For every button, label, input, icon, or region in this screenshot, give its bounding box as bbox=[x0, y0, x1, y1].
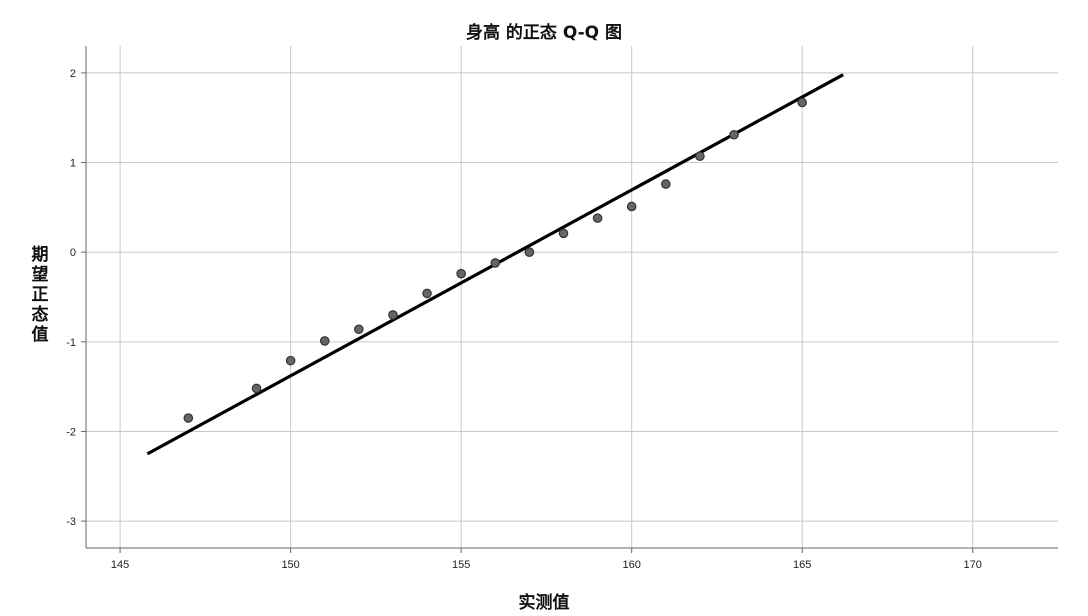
axes bbox=[85, 46, 1058, 549]
x-tick-label: 160 bbox=[623, 559, 641, 571]
data-point bbox=[319, 336, 330, 346]
data-point bbox=[183, 413, 194, 423]
grid bbox=[86, 46, 1058, 548]
x-tick-label: 170 bbox=[964, 559, 982, 571]
data-point bbox=[388, 310, 398, 320]
x-tick-label: 145 bbox=[111, 559, 129, 571]
data-point bbox=[490, 258, 501, 268]
x-tick-label: 155 bbox=[452, 559, 470, 571]
y-tick-label: -3 bbox=[66, 516, 76, 528]
y-tick-label: -1 bbox=[66, 337, 76, 349]
data-point bbox=[695, 151, 705, 162]
data-point bbox=[558, 228, 569, 239]
data-point bbox=[592, 213, 603, 223]
y-axis-label: 期望正态值 bbox=[31, 245, 49, 345]
data-point bbox=[251, 383, 262, 394]
data-point bbox=[797, 97, 808, 108]
data-point bbox=[626, 201, 637, 212]
y-tick-label: -2 bbox=[66, 426, 76, 438]
data-point bbox=[354, 324, 364, 335]
data-point bbox=[456, 268, 466, 279]
x-axis-label: 实测值 bbox=[518, 593, 570, 613]
data-points bbox=[183, 97, 808, 423]
y-tick-label: 2 bbox=[70, 68, 76, 80]
data-point bbox=[729, 129, 739, 140]
x-tick-label: 150 bbox=[281, 559, 299, 571]
data-point bbox=[422, 288, 432, 299]
x-ticks: 145 150 155 160 165 170 bbox=[111, 548, 982, 571]
chart-title: 身高 的正态 Q-Q 图 bbox=[465, 23, 623, 43]
data-point bbox=[660, 179, 671, 189]
y-tick-label: 1 bbox=[70, 158, 76, 170]
x-tick-label: 165 bbox=[793, 559, 811, 571]
y-ticks: 2 1 0 -1 -2 -3 bbox=[66, 68, 86, 528]
y-tick-label: 0 bbox=[70, 247, 76, 259]
data-point bbox=[285, 355, 296, 366]
data-point bbox=[524, 247, 535, 257]
